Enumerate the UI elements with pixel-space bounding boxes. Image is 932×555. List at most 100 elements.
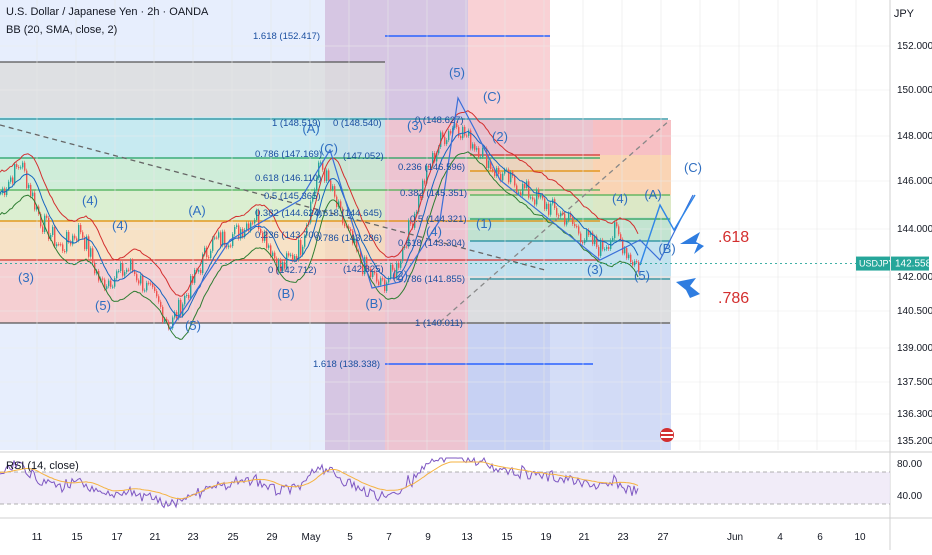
- candle: [82, 232, 84, 238]
- time-tick: 25: [227, 532, 239, 543]
- candle: [400, 261, 402, 268]
- band-orange: [0, 221, 385, 261]
- candle: [12, 177, 14, 184]
- wave-label: (C): [483, 89, 501, 104]
- candle: [108, 280, 110, 287]
- time-tick: 6: [817, 532, 823, 543]
- candle: [72, 235, 74, 245]
- currency-label: JPY: [893, 8, 914, 20]
- candle: [256, 210, 258, 220]
- candle: [252, 222, 254, 224]
- candle: [440, 132, 442, 147]
- candle: [150, 283, 152, 285]
- candle: [572, 217, 574, 224]
- candle: [292, 254, 294, 261]
- candle: [260, 229, 262, 233]
- target-label-786: .786: [718, 290, 749, 307]
- candle: [180, 299, 182, 316]
- time-tick: 11: [32, 532, 43, 543]
- target-label-618: .618: [718, 229, 749, 246]
- time-tick: 17: [111, 532, 123, 543]
- candle: [132, 260, 134, 272]
- candle: [466, 135, 468, 137]
- time-tick: 23: [617, 532, 629, 543]
- candle: [178, 299, 180, 319]
- candle: [408, 220, 410, 247]
- candle: [198, 269, 200, 272]
- candle: [212, 238, 214, 251]
- candle: [134, 271, 136, 275]
- candle: [542, 195, 544, 199]
- candle: [528, 181, 530, 198]
- candle: [244, 229, 246, 237]
- wave-label: (4): [426, 224, 442, 239]
- candle: [48, 217, 50, 240]
- candle: [410, 220, 412, 224]
- wave-label: (3): [18, 270, 34, 285]
- fib-label: 0.786 (143.286): [315, 233, 382, 244]
- time-tick: May: [302, 532, 321, 543]
- fib-label: 0 (148.540): [333, 118, 382, 129]
- candle: [588, 230, 590, 236]
- candle: [204, 247, 206, 255]
- candle: [206, 247, 208, 258]
- candle: [634, 261, 636, 266]
- candle: [376, 273, 378, 282]
- candle: [502, 173, 504, 181]
- wave-label: (B): [365, 296, 382, 311]
- price-tick: 139.000: [897, 343, 932, 354]
- candle: [114, 278, 116, 287]
- candle: [310, 201, 312, 223]
- fib-label: 0.236 (143.700): [255, 230, 322, 241]
- last-price-bg: [891, 256, 929, 271]
- candle: [340, 201, 342, 209]
- candle: [626, 248, 628, 259]
- wave-label: (5): [449, 65, 465, 80]
- candle: [16, 164, 18, 168]
- candle: [264, 231, 266, 241]
- arrow-icon: [676, 278, 700, 298]
- time-tick: 21: [578, 532, 590, 543]
- candle: [504, 169, 506, 174]
- candle: [220, 232, 222, 246]
- fib-label: 0.786 (141.855): [398, 274, 465, 285]
- wave-label: (B): [658, 241, 675, 256]
- candle: [146, 282, 148, 291]
- candle: [302, 246, 304, 255]
- candle: [306, 224, 308, 236]
- wave-label: (4): [112, 218, 128, 233]
- fib-label: 0.5 (145.365): [264, 191, 321, 202]
- rsi-label[interactable]: RSI (14, close): [6, 460, 79, 472]
- candle: [540, 195, 542, 198]
- candle: [578, 226, 580, 234]
- indicator-label[interactable]: BB (20, SMA, close, 2): [6, 24, 118, 36]
- candle: [608, 247, 610, 249]
- candle: [248, 223, 250, 231]
- rsi-tick: 40.00: [897, 491, 922, 502]
- candle: [324, 169, 326, 182]
- candle: [490, 160, 492, 169]
- time-tick: 5: [347, 532, 353, 543]
- candle: [318, 162, 320, 178]
- candle: [138, 280, 140, 284]
- candle: [282, 262, 284, 271]
- candle: [500, 173, 502, 181]
- candle: [354, 238, 356, 244]
- candle: [352, 230, 354, 244]
- candle: [226, 245, 228, 248]
- candle: [404, 246, 406, 248]
- candle: [322, 162, 324, 170]
- candle: [636, 261, 638, 263]
- candle: [296, 256, 298, 260]
- candle: [270, 245, 272, 257]
- candle: [632, 261, 634, 266]
- fib-label: 0.382 (145.351): [400, 188, 467, 199]
- candle: [374, 271, 376, 274]
- price-tick: 136.300: [897, 409, 932, 420]
- candle: [612, 238, 614, 241]
- candle: [26, 170, 28, 189]
- candle: [22, 162, 24, 168]
- candle: [536, 189, 538, 205]
